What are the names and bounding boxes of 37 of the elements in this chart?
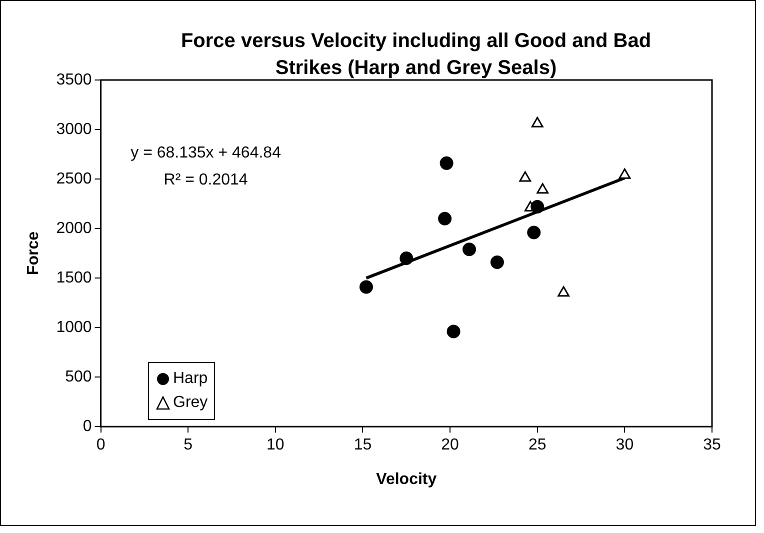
y-tick-label: 1000 <box>56 318 92 336</box>
point <box>530 200 544 214</box>
point <box>531 116 544 128</box>
y-tick-label: 1500 <box>56 269 92 286</box>
x-tick-label: 30 <box>616 436 634 454</box>
annotation: R² = 0.2014 <box>164 171 248 188</box>
y-axis-title: Force <box>25 231 42 276</box>
y-tick-label: 500 <box>65 368 92 386</box>
point <box>536 183 549 194</box>
y-tick-label: 3000 <box>56 120 92 138</box>
point <box>618 168 631 179</box>
point <box>359 280 373 294</box>
y-tick-label: 3500 <box>56 71 92 88</box>
y-tick-label: 2000 <box>56 220 92 237</box>
x-tick-label: 20 <box>441 436 460 454</box>
x-tick-label: 25 <box>528 436 546 454</box>
point <box>440 156 454 170</box>
point <box>438 212 452 226</box>
point <box>519 171 532 182</box>
x-tick-label: 10 <box>266 436 284 454</box>
point <box>462 242 476 256</box>
legend-label: Grey <box>173 394 208 412</box>
x-tick-label: 35 <box>703 436 721 454</box>
x-tick-label: 5 <box>184 436 193 454</box>
y-tick-label: 2500 <box>56 170 92 188</box>
point <box>558 286 570 297</box>
x-tick-label: 0 <box>96 436 106 454</box>
point <box>490 255 504 269</box>
annotation: y = 68.135x + 464.84 <box>130 144 282 162</box>
y-tick-label: 0 <box>82 418 92 436</box>
point <box>527 226 541 240</box>
point <box>446 324 460 338</box>
point <box>400 252 414 265</box>
legend-label: Harp <box>173 370 208 388</box>
chart-title: Force versus Velocity including all Good and Bad Strikes (Harp and Grey Seals) <box>180 29 652 81</box>
x-axis-title: Velocity <box>376 470 437 488</box>
x-tick-label: 15 <box>354 436 372 454</box>
